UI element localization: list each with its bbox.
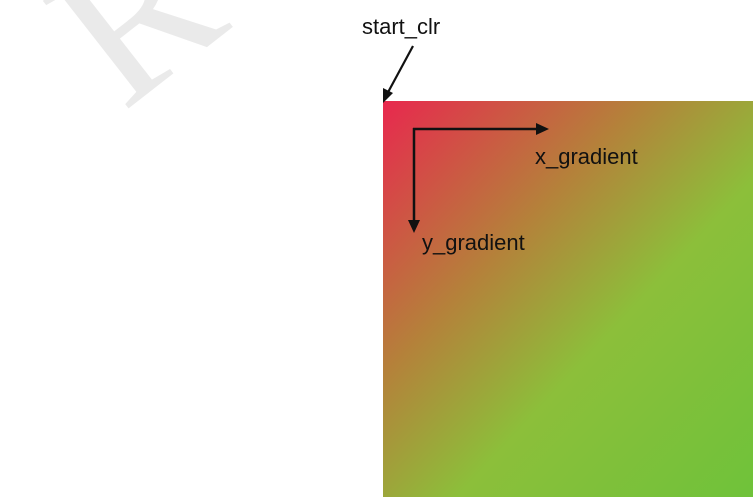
gradient-square bbox=[383, 101, 753, 497]
start-pointer-line bbox=[385, 45, 414, 97]
x-gradient-arrowhead bbox=[536, 123, 549, 135]
y-gradient-label: y_gradient bbox=[422, 230, 525, 255]
start-pointer-arrowhead bbox=[383, 88, 393, 103]
y-gradient-arrowhead bbox=[408, 220, 420, 233]
start-color-label: start_clr bbox=[362, 14, 441, 39]
x-gradient-label: x_gradient bbox=[535, 144, 638, 169]
